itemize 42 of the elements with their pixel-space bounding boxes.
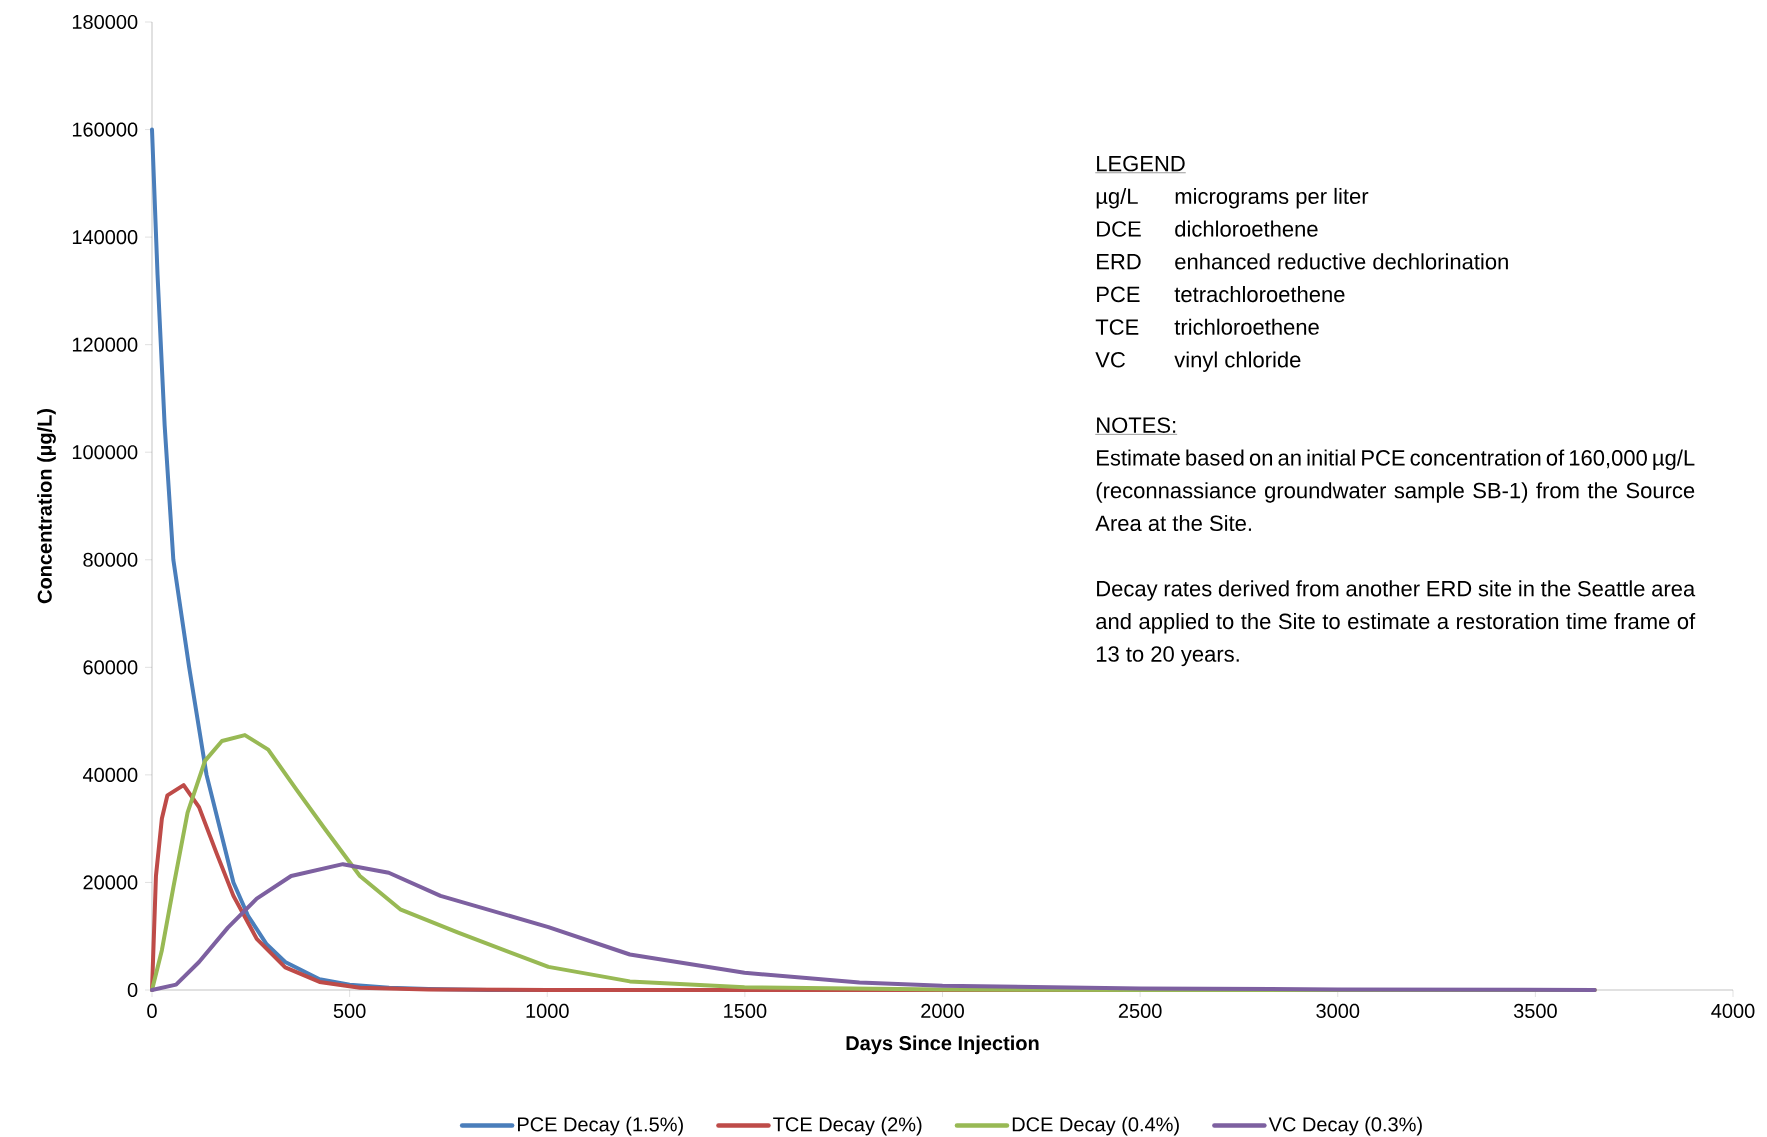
x-tick-label: 3500 — [1513, 1003, 1557, 1019]
legend-label: PCE Decay (1.5%) — [518, 1116, 683, 1136]
y-tick-label: 40000 — [82, 767, 138, 782]
annotation: VC — [1095, 351, 1125, 368]
x-tick-label: 4000 — [1711, 1003, 1755, 1019]
annotation: tetrachloroethene — [1174, 286, 1345, 303]
annotation: TCE — [1095, 319, 1139, 335]
y-tick-label: 0 — [127, 982, 138, 998]
annotation: vinyl chloride — [1174, 351, 1301, 372]
y-tick-label: 60000 — [83, 660, 138, 675]
y-tick-label: 80000 — [83, 552, 138, 567]
y-tick-label: 180000 — [72, 14, 138, 30]
annotation: µg/L — [1096, 187, 1138, 209]
annotation: dichloroethene — [1175, 220, 1318, 237]
y-tick-label: 120000 — [72, 337, 138, 352]
y-tick-label: 100000 — [72, 445, 138, 460]
annotation: Estimate based on an initial PCE concentration of 160,000 µg/L (reconnassiance groundwater sample SB-1) from the Source Area at the Site. — [1095, 449, 1695, 532]
legend-label: DCE Decay (0.4%) — [1012, 1116, 1179, 1136]
y-tick-label: 20000 — [83, 875, 138, 890]
x-tick-label: 2500 — [1118, 1003, 1162, 1019]
x-axis-title: Days Since Injection — [846, 1035, 1039, 1055]
annotation: NOTES: — [1097, 417, 1176, 433]
x-tick-label: 500 — [333, 1003, 366, 1019]
line-series — [150, 862, 1597, 992]
annotation: Decay rates derived from another ERD site in the Seattle area and applied to the Site to estimate a restoration time frame of 13 to 20 years. — [1096, 580, 1696, 667]
x-tick-label: 3000 — [1316, 1003, 1360, 1019]
legend-label: VC Decay (0.3%) — [1268, 1116, 1422, 1136]
annotation: DCE — [1097, 221, 1141, 237]
y-axis-title: Concentration (µg/L) — [37, 409, 56, 604]
annotation: LEGEND — [1097, 155, 1185, 172]
y-tick-label: 160000 — [72, 122, 138, 137]
annotation: trichloroethene — [1174, 318, 1319, 335]
annotation: enhanced reductive dechlorination — [1175, 253, 1508, 270]
annotation: micrograms per liter — [1175, 187, 1369, 209]
annotation: PCE — [1097, 286, 1140, 303]
x-tick-label: 2000 — [921, 1003, 964, 1019]
annotation: ERD — [1097, 254, 1141, 270]
x-tick-label: 1000 — [526, 1003, 569, 1019]
x-tick-label: 0 — [147, 1003, 157, 1019]
legend-label: TCE Decay (2%) — [773, 1116, 922, 1136]
x-tick-label: 1500 — [724, 1003, 767, 1019]
y-tick-label: 140000 — [72, 230, 138, 245]
